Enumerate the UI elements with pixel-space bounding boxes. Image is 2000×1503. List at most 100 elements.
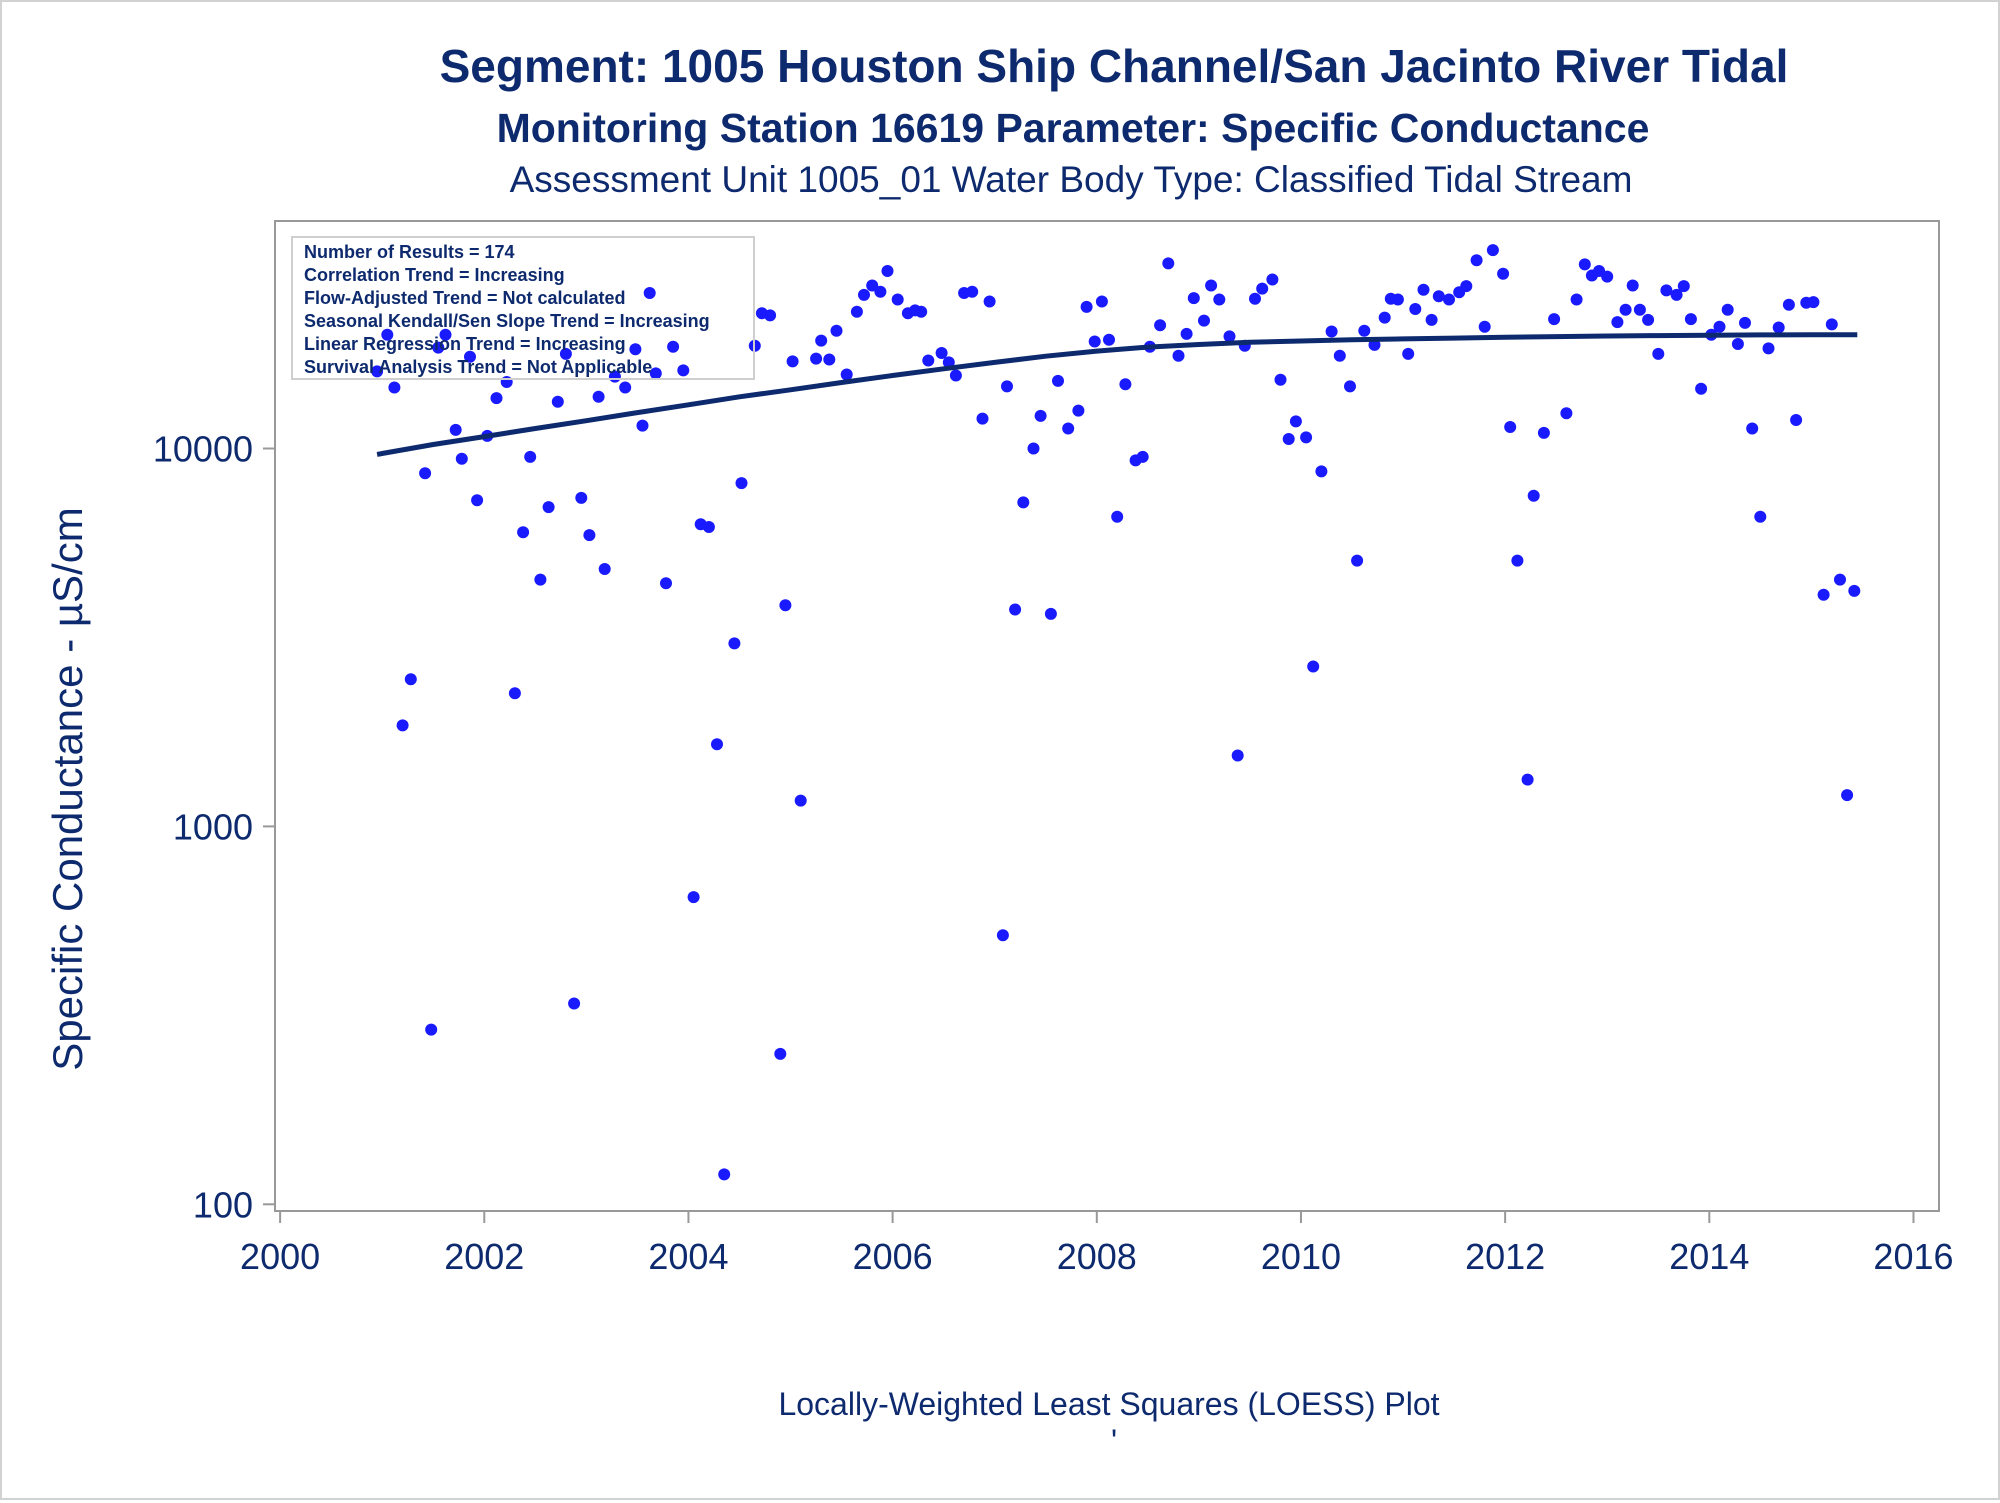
data-point xyxy=(592,390,605,403)
chart-title: Segment: 1005 Houston Ship Channel/San J… xyxy=(440,40,1789,92)
data-point xyxy=(935,347,948,359)
data-point xyxy=(1611,316,1624,329)
data-point xyxy=(1425,313,1438,326)
x-axis: 2000 2002 2004 2006 2008 2010 2012 2014 2016 xyxy=(240,1211,1954,1277)
data-point xyxy=(1001,380,1013,393)
plot-area xyxy=(274,220,1940,1212)
data-point xyxy=(1154,319,1167,332)
data-point xyxy=(1790,414,1803,426)
data-point xyxy=(1721,303,1734,316)
y-axis-label: Specific Conductance - µS/cm xyxy=(44,507,91,1070)
data-point xyxy=(1848,584,1861,597)
data-point xyxy=(874,285,887,298)
stats-box: Number of Results = 174 Correlation Tren… xyxy=(291,236,755,380)
data-point xyxy=(735,477,748,490)
data-point xyxy=(371,365,384,378)
data-point xyxy=(636,419,649,432)
data-point xyxy=(1677,280,1690,293)
data-point xyxy=(1052,374,1064,387)
chart-subtitle-2: Assessment Unit 1005_01 Water Body Type:… xyxy=(510,159,1633,200)
x-tick-label: 2004 xyxy=(648,1236,728,1277)
data-point xyxy=(850,305,863,318)
data-point xyxy=(1762,342,1775,355)
data-point xyxy=(774,1047,787,1060)
data-point xyxy=(1570,293,1583,306)
data-point xyxy=(1307,660,1320,673)
data-point xyxy=(1633,303,1646,316)
data-point xyxy=(1652,347,1665,360)
data-point xyxy=(1626,279,1639,292)
data-point xyxy=(464,350,476,363)
data-point xyxy=(1300,431,1313,444)
data-point xyxy=(1460,280,1473,293)
data-point xyxy=(1266,273,1279,286)
data-point xyxy=(1660,284,1673,297)
x-tick-label: 2014 xyxy=(1669,1236,1749,1277)
data-point xyxy=(1187,292,1200,305)
data-point xyxy=(534,573,547,586)
x-tick-label: 2008 xyxy=(1057,1236,1137,1277)
data-point xyxy=(702,521,715,533)
data-point xyxy=(1213,293,1226,306)
data-point xyxy=(500,376,513,388)
data-point xyxy=(1578,258,1591,271)
data-point xyxy=(677,364,690,377)
data-point xyxy=(1072,404,1085,417)
data-point xyxy=(1754,510,1767,523)
data-point xyxy=(425,1023,438,1036)
x-tick-label: 2006 xyxy=(853,1236,933,1277)
data-point xyxy=(1358,324,1371,337)
data-point xyxy=(404,673,417,686)
data-point xyxy=(1511,554,1524,567)
data-point xyxy=(559,347,572,360)
data-point xyxy=(643,287,656,299)
data-point xyxy=(1315,465,1328,478)
stats-line-3: Flow-Adjusted Trend = Not calculated xyxy=(304,288,626,308)
data-point xyxy=(1205,279,1218,292)
data-point xyxy=(1289,415,1302,428)
data-point xyxy=(786,355,799,368)
data-point xyxy=(1344,380,1356,393)
data-point xyxy=(1017,496,1030,509)
data-point xyxy=(1256,282,1269,295)
stats-line-5: Linear Regression Trend = Increasing xyxy=(304,334,626,354)
data-point xyxy=(1817,588,1830,601)
data-point xyxy=(568,997,581,1010)
data-point xyxy=(840,368,853,381)
data-point xyxy=(419,467,432,480)
data-point xyxy=(976,412,989,425)
chart-subtitle: Monitoring Station 16619 Parameter: Spec… xyxy=(497,105,1650,151)
data-point xyxy=(779,599,792,612)
data-point xyxy=(1432,290,1445,303)
data-point xyxy=(1378,311,1391,324)
data-point xyxy=(1521,773,1534,786)
data-point xyxy=(1111,510,1124,523)
data-point xyxy=(1782,298,1795,311)
data-point xyxy=(830,324,843,337)
data-point xyxy=(1119,378,1132,391)
data-point xyxy=(1470,254,1483,267)
data-point xyxy=(1333,349,1346,362)
x-tick-label: 2012 xyxy=(1465,1236,1545,1277)
data-point xyxy=(1080,300,1093,313)
data-point xyxy=(922,354,935,367)
data-point xyxy=(1223,330,1236,343)
stats-line-1: Number of Results = 174 xyxy=(304,242,515,262)
y-axis: 100 1000 10000 xyxy=(153,429,275,1225)
data-point xyxy=(1497,267,1510,280)
data-point xyxy=(1548,313,1561,326)
data-point xyxy=(1417,283,1430,296)
data-point xyxy=(915,305,928,318)
data-point xyxy=(1772,321,1785,334)
data-point xyxy=(575,491,588,504)
data-point xyxy=(1351,554,1364,567)
data-point xyxy=(1034,409,1047,422)
data-point xyxy=(471,494,484,507)
data-point xyxy=(629,343,642,356)
data-point xyxy=(881,265,894,277)
data-point xyxy=(823,353,836,366)
data-point xyxy=(524,450,537,463)
data-point xyxy=(1231,749,1244,762)
data-point xyxy=(764,309,777,322)
